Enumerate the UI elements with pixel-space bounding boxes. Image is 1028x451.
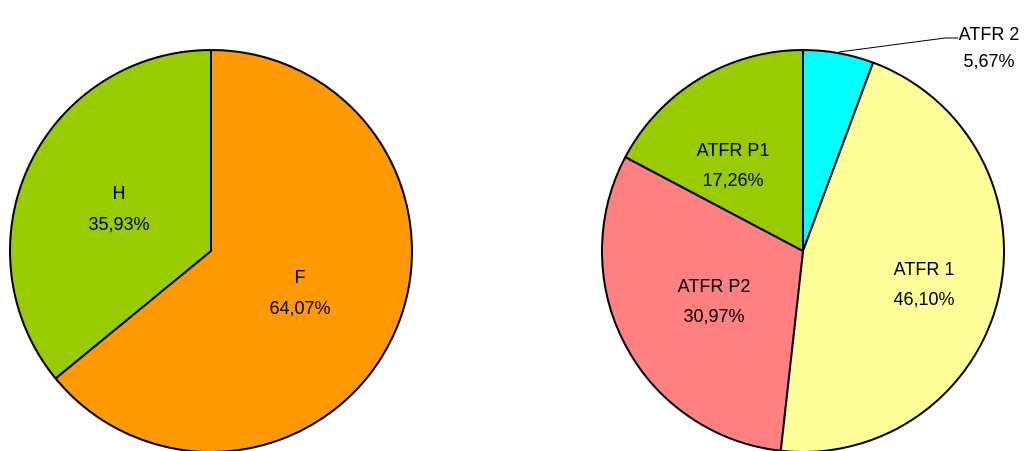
leader-line-atfr-2 — [838, 37, 958, 53]
label-h-percent: 35,93% — [88, 214, 149, 234]
slice-atfr-p1 — [624, 49, 804, 252]
label-atfr-1-name: ATFR 1 — [894, 259, 955, 279]
label-h-name: H — [113, 183, 126, 203]
label-f-percent: 64,07% — [269, 298, 330, 318]
label-atfr-1-percent: 46,10% — [893, 289, 954, 309]
label-atfr-p2-name: ATFR P2 — [678, 276, 751, 296]
slice-h — [9, 49, 212, 380]
label-f-name: F — [295, 267, 306, 287]
slice-atfr-1 — [779, 61, 1006, 451]
slice-f — [54, 49, 413, 451]
label-atfr-2-percent: 5,67% — [963, 51, 1014, 71]
pie-chart-gender: F 64,07% H 35,93% — [9, 49, 413, 451]
label-atfr-p2-percent: 30,97% — [683, 306, 744, 326]
label-atfr-2-name: ATFR 2 — [959, 24, 1020, 44]
pie-chart-atfr: ATFR 2 5,67% ATFR 1 46,10% ATFR P2 30,97… — [601, 24, 1020, 451]
label-atfr-p1-name: ATFR P1 — [697, 140, 770, 160]
slice-atfr-p2 — [601, 156, 804, 451]
label-atfr-p1-percent: 17,26% — [702, 170, 763, 190]
